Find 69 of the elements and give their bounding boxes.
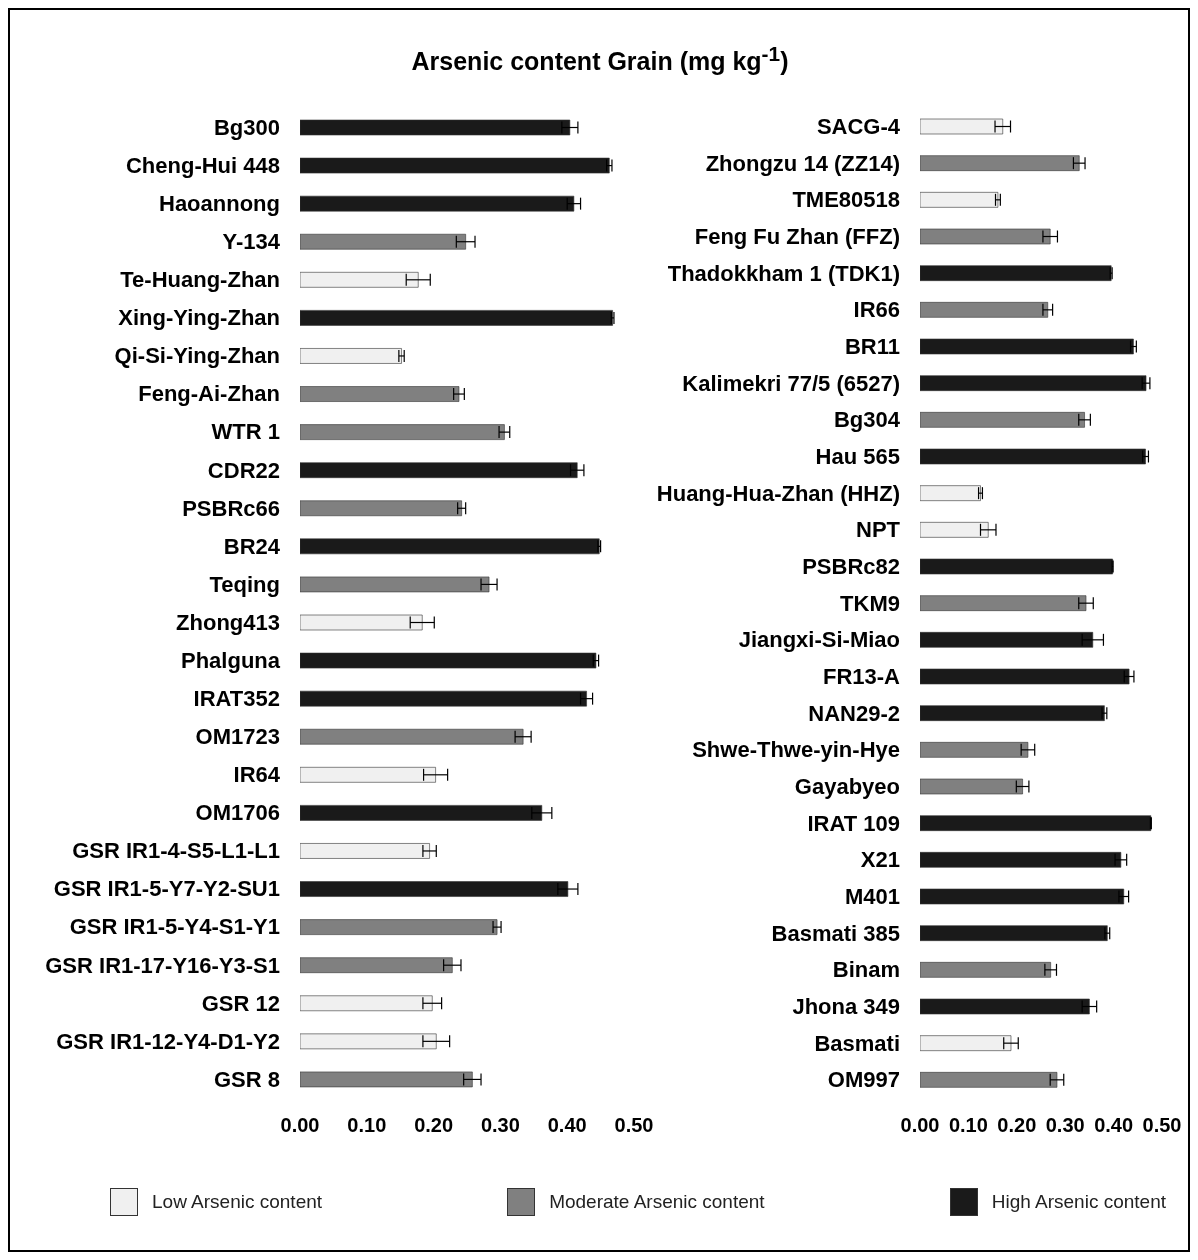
y-tick-label: Teqing: [209, 571, 280, 597]
y-tick-label: Basmati: [814, 1030, 900, 1056]
y-tick-label: Bg304: [833, 407, 901, 433]
y-tick-label: GSR IR1-12-Y4-D1-Y2: [56, 1028, 280, 1054]
x-tick-label: 0.50: [614, 1114, 654, 1137]
y-tick-label: Feng Fu Zhan (FFZ): [694, 224, 900, 250]
y-tick-label: TME80518: [792, 187, 900, 213]
y-tick-label: CDR22: [207, 457, 280, 483]
y-tick-label: FR13-A: [822, 664, 901, 690]
x-tick-label: 0.00: [900, 1114, 940, 1137]
y-tick-label: Jhona 349: [792, 994, 900, 1020]
y-tick-label: Zhong413: [176, 609, 280, 635]
y-tick-label: Qi-Si-Ying-Zhan: [114, 343, 280, 369]
y-tick-label: IR64: [233, 762, 281, 788]
y-tick-label: OM1723: [195, 724, 280, 750]
x-tick-label: 0.30: [480, 1114, 520, 1137]
y-tick-label: OM1706: [195, 800, 280, 826]
y-tick-label: Zhongzu 14 (ZZ14): [705, 150, 900, 176]
y-tick-label: GSR 12: [201, 990, 280, 1016]
y-tick-label: GSR IR1-5-Y7-Y2-SU1: [53, 876, 280, 902]
x-tick-label: 0.20: [414, 1114, 454, 1137]
x-tick-label: 0.40: [547, 1114, 587, 1137]
y-tick-label: Huang-Hua-Zhan (HHZ): [656, 480, 900, 506]
y-tick-label: Bg300: [213, 114, 280, 140]
y-tick-label: NAN29-2: [808, 700, 900, 726]
y-tick-label: Shwe-Thwe-yin-Hye: [692, 737, 900, 763]
y-tick-label: Y-134: [222, 229, 281, 255]
x-tick-label: 0.10: [347, 1114, 387, 1137]
y-tick-label: Gayabyeo: [794, 774, 900, 800]
x-tick-label: 0.00: [280, 1114, 320, 1137]
y-tick-label: Hau 565: [815, 444, 900, 470]
y-tick-label: PSBRc66: [182, 495, 280, 521]
chart-title: Arsenic content Grain (mg kg$^{-1}$): [410, 42, 790, 77]
y-tick-label: Haoannong: [159, 191, 280, 216]
y-tick-label: IRAT352: [193, 686, 280, 711]
y-tick-label: Basmati 385: [771, 920, 900, 946]
y-tick-label: Xing-Ying-Zhan: [118, 305, 280, 331]
x-tick-label: 0.40: [1094, 1114, 1134, 1137]
x-tick-label: 0.20: [997, 1114, 1037, 1137]
legend-label: Low Arsenic content: [152, 1191, 323, 1213]
y-tick-label: GSR IR1-4-S5-L1-L1: [72, 838, 280, 864]
y-tick-label: Phalguna: [180, 647, 281, 673]
y-tick-label: IRAT 109: [807, 810, 900, 836]
y-tick-label: BR11: [844, 334, 900, 360]
x-tick-label: 0.50: [1142, 1114, 1182, 1137]
y-tick-label: Thadokkham 1 (TDK1): [667, 260, 900, 286]
y-tick-label: WTR 1: [211, 419, 280, 445]
y-tick-label: Binam: [832, 957, 900, 983]
y-tick-label: IR66: [853, 297, 900, 323]
y-tick-label: PSBRc82: [802, 554, 900, 580]
x-tick-label: 0.10: [948, 1114, 988, 1137]
y-tick-label: NPT: [856, 517, 901, 543]
y-tick-label: M401: [844, 884, 900, 910]
y-tick-label: Te-Huang-Zhan: [120, 267, 280, 293]
y-tick-label: Kalimekri 77/5 (6527): [682, 370, 900, 396]
y-tick-label: GSR IR1-5-Y4-S1-Y1: [69, 914, 280, 940]
legend-label: High Arsenic content: [991, 1191, 1166, 1213]
y-tick-label: OM997: [827, 1067, 900, 1093]
y-tick-label: X21: [860, 847, 900, 873]
y-tick-label: GSR IR1-17-Y16-Y3-S1: [45, 952, 280, 978]
y-tick-label: SACG-4: [816, 114, 901, 140]
x-tick-label: 0.30: [1045, 1114, 1085, 1137]
y-tick-label: TKM9: [840, 590, 900, 616]
y-tick-label: Cheng-Hui 448: [125, 152, 280, 178]
y-tick-label: Feng-Ai-Zhan: [138, 381, 280, 407]
y-tick-label: Jiangxi-Si-Miao: [738, 627, 900, 653]
legend-label: Moderate Arsenic content: [549, 1191, 765, 1213]
y-tick-label: GSR 8: [213, 1066, 280, 1092]
y-tick-label: BR24: [223, 533, 281, 559]
